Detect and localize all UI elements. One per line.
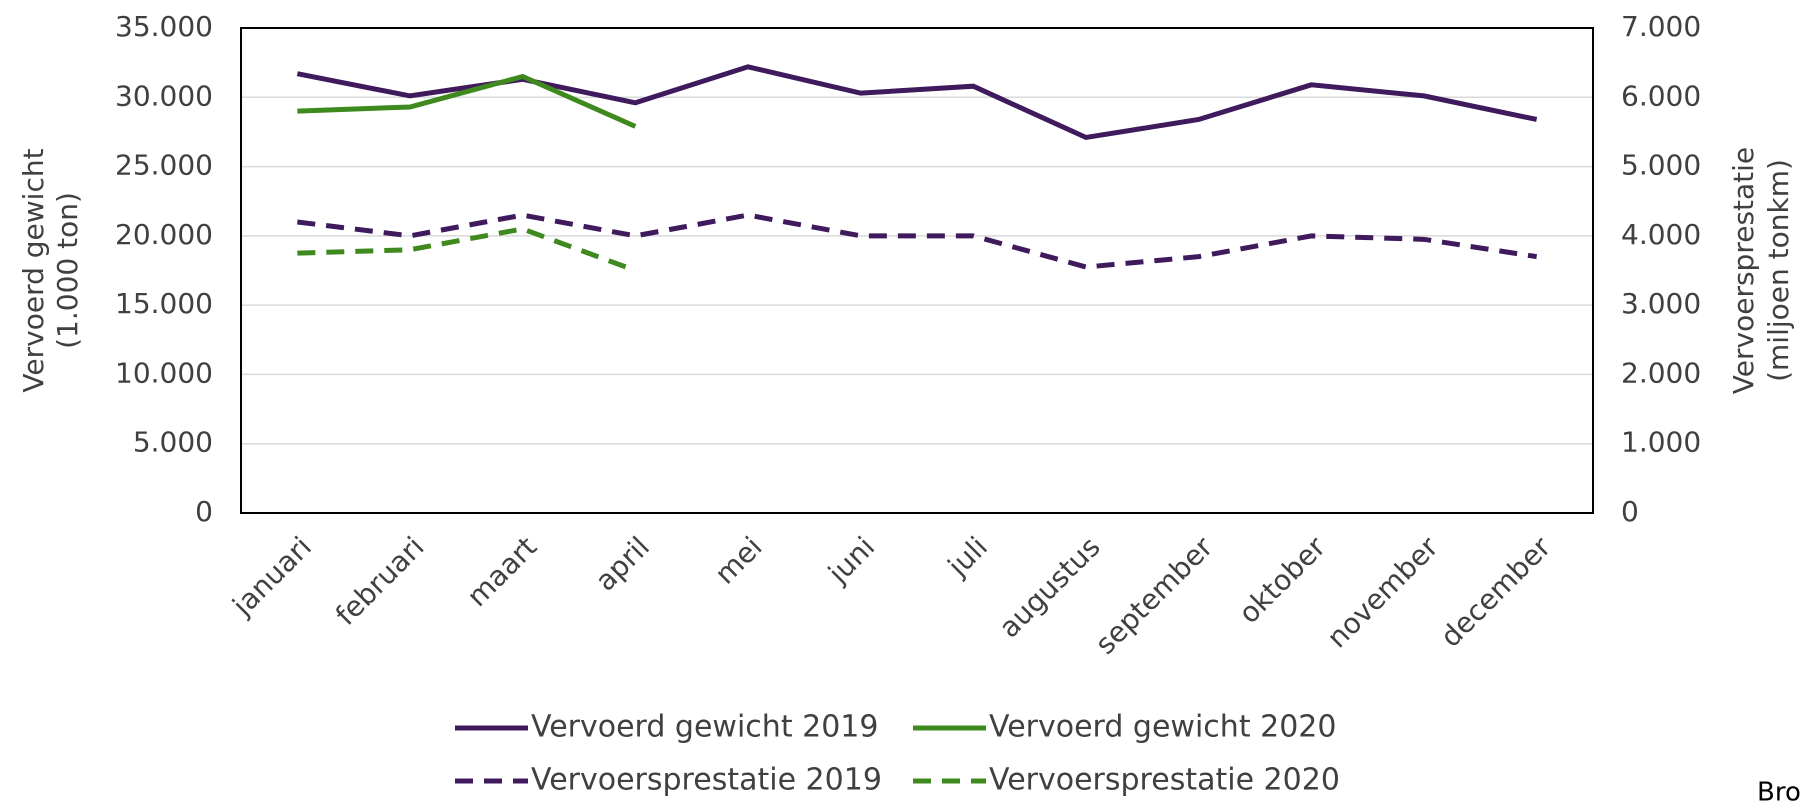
legend-label: Vervoerd gewicht 2020 [989, 710, 1336, 745]
x-tick-label: maart [460, 530, 543, 613]
y2-tick-label: 0 [1621, 495, 1639, 528]
x-tick-label: februari [329, 530, 431, 632]
x-tick-label: april [589, 530, 656, 597]
y-tick-label: 25.000 [115, 149, 213, 182]
y-tick-label: 10.000 [115, 356, 213, 389]
x-tick-label: december [1434, 530, 1558, 654]
x-tick-label: september [1089, 530, 1220, 661]
y-tick-label: 15.000 [115, 287, 213, 320]
y-tick-label: 0 [195, 495, 213, 528]
x-tick-label: juni [821, 530, 881, 590]
x-tick-label: augustus [993, 530, 1107, 644]
plot-frame [240, 27, 1594, 514]
legend-label: Vervoerd gewicht 2019 [531, 710, 878, 745]
axis-title: (miljoen tonkm) [1762, 159, 1795, 382]
series-line [297, 73, 637, 129]
y-tick-label: 35.000 [115, 10, 213, 43]
legend-label: Vervoersprestatie 2019 [531, 763, 882, 798]
x-tick-label: mei [708, 530, 768, 590]
axis-title: Vervoerd gewicht [17, 148, 50, 392]
y2-tick-label: 3.000 [1621, 287, 1701, 320]
x-tick-label: oktober [1232, 530, 1332, 630]
y2-tick-label: 4.000 [1621, 218, 1701, 251]
x-tick-label: november [1321, 530, 1445, 654]
y-tick-label: 30.000 [115, 79, 213, 112]
x-tick-label: januari [225, 530, 318, 623]
y2-tick-label: 2.000 [1621, 356, 1701, 389]
legend-label: Vervoersprestatie 2020 [989, 763, 1340, 798]
axis-title: (1.000 ton) [51, 192, 84, 349]
x-tick-label: juli [941, 530, 994, 583]
y2-tick-label: 1.000 [1621, 426, 1701, 459]
source: Bro [1757, 778, 1801, 801]
y-tick-label: 20.000 [115, 218, 213, 251]
series-line [296, 64, 1538, 141]
series-line [297, 212, 1538, 270]
axis-title: Vervoersprestatie [1727, 147, 1760, 394]
y2-tick-label: 7.000 [1621, 10, 1701, 43]
y-tick-label: 5.000 [133, 426, 213, 459]
y2-tick-label: 6.000 [1621, 79, 1701, 112]
y2-tick-label: 5.000 [1621, 149, 1701, 182]
